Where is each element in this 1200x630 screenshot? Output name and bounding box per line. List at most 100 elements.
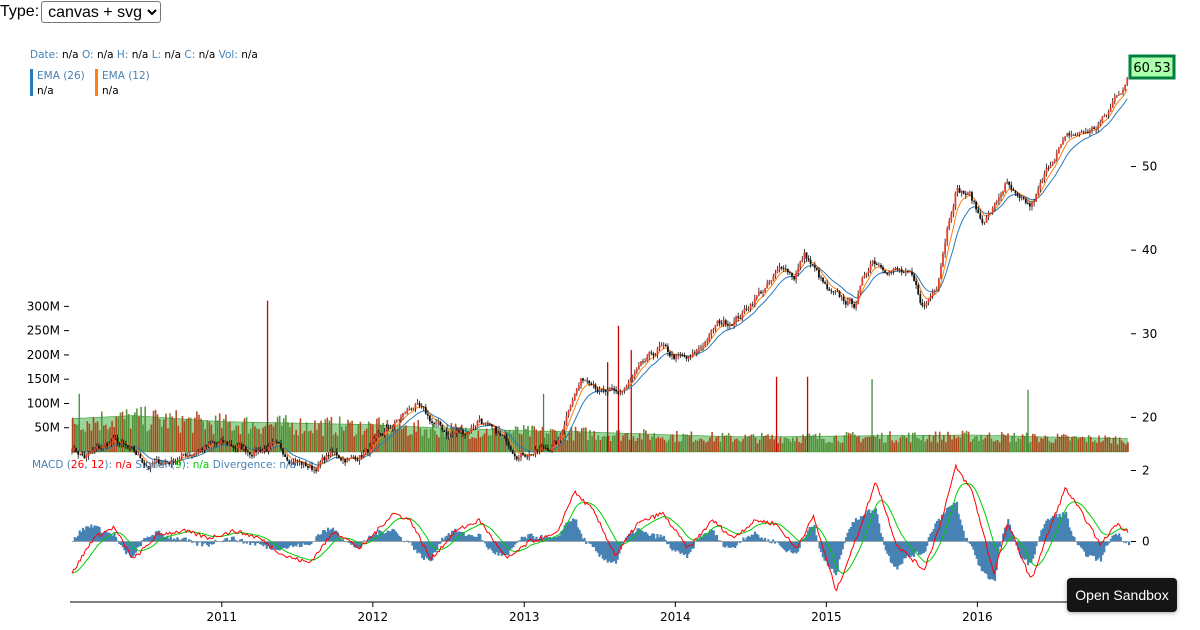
candle-body (991, 207, 994, 213)
open-sandbox-button[interactable]: Open Sandbox (1067, 578, 1177, 612)
divergence-bar (932, 528, 935, 542)
volume-bar (982, 439, 984, 452)
volume-bar (769, 438, 771, 452)
candle-body (395, 419, 398, 422)
candle-body (873, 260, 876, 264)
candle-body (137, 454, 140, 456)
divergence-bar (305, 541, 308, 545)
divergence-bar (118, 541, 121, 545)
candle-body (371, 442, 373, 448)
divergence-bar (518, 540, 522, 542)
divergence-bar (669, 541, 672, 549)
divergence-bar (701, 537, 704, 542)
volume-bar (761, 432, 763, 452)
divergence-bar (876, 514, 879, 542)
candle-body (244, 447, 247, 452)
candle-body (271, 442, 274, 444)
volume-bar (612, 435, 614, 452)
type-select[interactable]: canvas + svg (41, 1, 162, 23)
divergence-bar (682, 541, 685, 556)
candle-body (764, 288, 766, 293)
candle-body (793, 276, 795, 280)
volume-bar (752, 434, 755, 452)
candle-body (975, 201, 977, 210)
divergence-bar (290, 541, 293, 546)
divergence-bar (846, 532, 849, 542)
divergence-bar (295, 541, 298, 547)
candle-body (598, 389, 601, 392)
volume-bar (363, 430, 366, 452)
candle-body (900, 269, 903, 273)
volume-bar (587, 440, 589, 452)
volume-bar (502, 435, 504, 452)
volume-bar (891, 440, 893, 452)
volume-bar (701, 439, 703, 452)
divergence-bar (792, 541, 795, 554)
volume-bar (1104, 435, 1106, 452)
divergence-bar (758, 538, 762, 542)
candle-body (81, 453, 84, 456)
divergence-bar (897, 541, 901, 566)
divergence-bar (926, 541, 929, 546)
divergence-bar (715, 535, 719, 542)
volume-bar (365, 428, 368, 452)
divergence-bar (603, 541, 606, 561)
divergence-value: n/a (279, 459, 296, 471)
divergence-bar (773, 541, 776, 544)
candle-body (851, 298, 853, 304)
candle-body (729, 324, 731, 326)
divergence-bar (770, 541, 773, 544)
divergence-bar (323, 530, 326, 542)
candle-body (176, 461, 179, 463)
divergence-bar (696, 539, 699, 542)
volume-bar (957, 436, 960, 452)
divergence-bar (1030, 541, 1033, 564)
volume-spike-bar (775, 376, 778, 452)
volume-bar (305, 422, 308, 452)
divergence-bar (661, 537, 664, 542)
volume-bar (938, 431, 941, 452)
divergence-bar (273, 541, 277, 550)
volume-bar (156, 414, 159, 452)
divergence-bar (904, 541, 907, 559)
divergence-bar (1043, 524, 1046, 542)
macd-label: MACD ( (32, 459, 71, 471)
divergence-bar (833, 541, 836, 574)
divergence-bar (480, 540, 483, 542)
divergence-bar (78, 530, 81, 542)
divergence-bar (121, 541, 124, 548)
divergence-bar (687, 541, 690, 554)
divergence-bar (980, 541, 983, 571)
divergence-bar (970, 541, 973, 547)
divergence-bar (982, 541, 985, 572)
divergence-bar (108, 532, 111, 542)
divergence-bar (705, 534, 709, 542)
volume-bar (781, 443, 784, 452)
divergence-bar (838, 541, 841, 560)
divergence-bar (86, 526, 90, 542)
volume-bar (647, 434, 649, 452)
volume-bar (1116, 444, 1119, 452)
divergence-bar (168, 538, 171, 542)
candle-body (1027, 203, 1029, 204)
divergence-bar (495, 541, 498, 553)
candle-body (259, 449, 262, 452)
candle-body (828, 289, 831, 291)
volume-bar (734, 439, 736, 452)
divergence-bar (902, 541, 906, 559)
candle-body (127, 445, 129, 448)
candle-body (1016, 193, 1019, 196)
candle-body (1109, 107, 1112, 112)
volume-bar (92, 417, 95, 452)
divergence-bar (161, 534, 164, 542)
volume-bar (359, 421, 362, 452)
divergence-bar (545, 535, 548, 542)
candle-body (563, 424, 566, 431)
candle-body (358, 455, 361, 461)
volume-bar (740, 441, 742, 452)
volume-bar (918, 438, 920, 452)
ema26-label: EMA (26) (37, 70, 85, 82)
divergence-bar (967, 541, 970, 543)
divergence-bar (662, 535, 666, 542)
